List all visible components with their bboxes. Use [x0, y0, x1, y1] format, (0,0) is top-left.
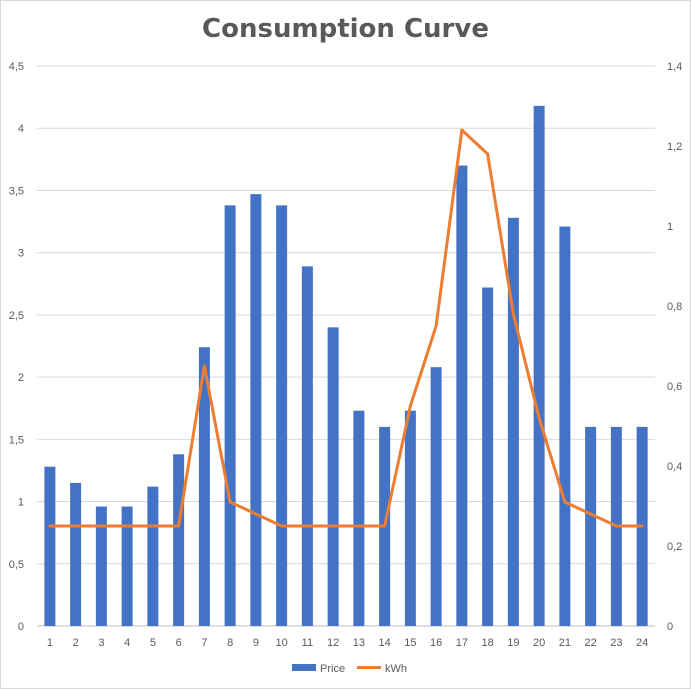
bar-series: [44, 105, 648, 627]
x-tick-label: 16: [430, 637, 442, 649]
x-tick-label: 19: [507, 637, 519, 649]
x-tick-label: 20: [533, 637, 545, 649]
x-tick-label: 18: [482, 637, 494, 649]
y-right-tick-label: 1: [667, 221, 673, 233]
kwh-point: [49, 525, 51, 527]
kwh-point: [384, 525, 386, 527]
x-tick-label: 1: [47, 637, 53, 649]
x-tick-label: 13: [353, 637, 365, 649]
kwh-point: [512, 313, 514, 315]
kwh-point: [126, 525, 128, 527]
y-left-tick-label: 2: [18, 372, 24, 384]
kwh-point: [615, 525, 617, 527]
x-tick-label: 11: [302, 637, 313, 649]
y-right-tick-label: 1,4: [667, 61, 682, 73]
y-right-tick-label: 0,6: [667, 381, 682, 393]
price-bar: [404, 410, 416, 626]
price-bar: [44, 466, 56, 626]
kwh-point: [435, 325, 437, 327]
price-bar: [250, 194, 262, 626]
price-bar: [507, 217, 519, 627]
x-tick-label: 2: [73, 637, 79, 649]
axes: 0 0,5 1 1,5 2 2,5 3 3,5 4 4,5 0 0,2 0,4 0,6 0,8 1 1,2 1,4…: [9, 61, 683, 649]
y-left-tick-label: 3: [18, 248, 24, 260]
x-tick-label: 5: [150, 637, 156, 649]
kwh-point: [564, 501, 566, 503]
x-tick-label: 6: [176, 637, 182, 649]
chart-title: Consumption Curve: [202, 14, 489, 44]
kwh-point: [641, 525, 643, 527]
kwh-point: [75, 525, 77, 527]
price-bar: [224, 205, 236, 626]
y-right-tick-label: 1,2: [667, 141, 682, 153]
y-right-tick-label: 0,2: [667, 541, 682, 553]
legend-price-swatch: [292, 664, 316, 671]
price-bar: [301, 266, 313, 626]
x-tick-label: 17: [456, 637, 468, 649]
x-tick-label: 14: [379, 637, 391, 649]
kwh-point: [100, 525, 102, 527]
x-tick-label: 8: [227, 637, 233, 649]
gridlines: [37, 65, 655, 627]
y-left-tick-label: 4,5: [9, 61, 24, 73]
y-right-tick-label: 0,4: [667, 461, 682, 473]
kwh-point: [152, 525, 154, 527]
price-bar: [198, 347, 210, 626]
kwh-point: [332, 525, 334, 527]
y-left-tick-label: 4: [18, 123, 24, 135]
x-tick-label: 22: [585, 637, 597, 649]
price-bar: [173, 454, 185, 626]
x-tick-label: 15: [404, 637, 416, 649]
kwh-point: [409, 405, 411, 407]
kwh-point: [255, 513, 257, 515]
legend-kwh-label: kWh: [385, 663, 407, 675]
kwh-point: [281, 525, 283, 527]
price-bar: [559, 226, 571, 627]
price-bar: [147, 486, 159, 626]
y-left-tick-label: 1: [18, 497, 24, 509]
price-bar: [482, 287, 494, 626]
price-bar: [121, 506, 133, 626]
y-left-tick-label: 0,5: [9, 559, 24, 571]
x-tick-label: 9: [253, 637, 259, 649]
x-tick-label: 24: [636, 637, 648, 649]
kwh-point: [461, 129, 463, 131]
price-bar: [585, 426, 597, 626]
x-tick-label: 7: [201, 637, 207, 649]
kwh-point: [229, 501, 231, 503]
y-right-tick-label: 0,8: [667, 301, 682, 313]
y-right-tick-label: 0: [667, 621, 673, 633]
x-tick-label: 4: [124, 637, 130, 649]
x-tick-label: 3: [98, 637, 104, 649]
line-series: [48, 128, 644, 528]
price-bar: [276, 205, 288, 626]
x-tick-label: 12: [327, 637, 339, 649]
x-tick-label: 23: [610, 637, 622, 649]
kwh-point: [358, 525, 360, 527]
kwh-line: [48, 128, 644, 528]
kwh-point: [590, 513, 592, 515]
kwh-point: [487, 153, 489, 155]
y-left-tick-label: 1,5: [9, 434, 24, 446]
x-tick-label: 21: [559, 637, 571, 649]
x-tick-label: 10: [276, 637, 288, 649]
kwh-point: [203, 365, 205, 367]
y-left-tick-label: 3,5: [9, 185, 24, 197]
legend-price-label: Price: [320, 663, 345, 675]
kwh-point: [538, 417, 540, 419]
y-left-tick-label: 0: [18, 621, 24, 633]
kwh-point: [178, 525, 180, 527]
price-bar: [430, 367, 442, 626]
y-left-tick-label: 2,5: [9, 310, 24, 322]
kwh-point: [306, 525, 308, 527]
price-bar: [327, 327, 339, 626]
legend: Price kWh: [292, 663, 407, 675]
price-bar: [70, 482, 82, 626]
price-bar: [95, 506, 107, 626]
price-bar: [456, 165, 468, 627]
price-bar: [533, 105, 545, 627]
price-bar: [353, 410, 365, 626]
